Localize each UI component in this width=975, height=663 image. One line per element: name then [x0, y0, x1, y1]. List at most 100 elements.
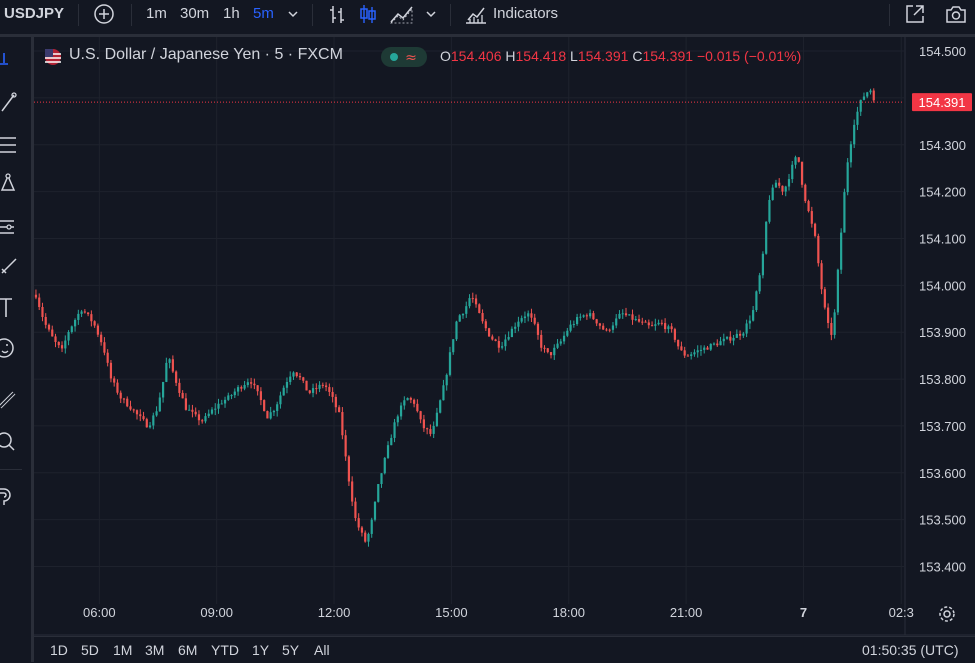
pattern-icon[interactable] [0, 172, 26, 198]
candles-icon[interactable] [357, 3, 379, 31]
trendline-icon[interactable] [0, 89, 26, 115]
candle-body [96, 325, 99, 335]
range-all[interactable]: All [314, 642, 330, 658]
price-chart[interactable]: 154.500154.400154.300154.200154.100154.0… [34, 37, 975, 662]
drawing-toolbar [0, 37, 34, 662]
candle-body [641, 321, 644, 323]
text-icon[interactable] [0, 295, 26, 321]
candle-body [520, 318, 523, 322]
candle-body [243, 385, 246, 389]
candle-body [673, 329, 676, 340]
candle-body [90, 314, 93, 322]
candle-body [132, 409, 135, 411]
candle-body [351, 481, 354, 502]
candle-body [77, 313, 80, 320]
settings-icon[interactable] [937, 604, 957, 624]
candle-body [856, 111, 859, 125]
chevron-down-icon[interactable] [287, 8, 299, 36]
range-5d[interactable]: 5D [81, 642, 99, 658]
divider [312, 4, 313, 26]
candle-body [54, 336, 57, 342]
candles [34, 88, 875, 547]
range-1d[interactable]: 1D [50, 642, 68, 658]
interval-1h[interactable]: 1h [223, 5, 240, 22]
candle-body [804, 184, 807, 202]
area-icon[interactable] [389, 3, 415, 31]
high-key: H [505, 48, 516, 64]
market-status-icon[interactable]: ≈ [381, 47, 427, 67]
candle-body [217, 403, 220, 409]
clock[interactable]: 01:50:35 (UTC) [862, 642, 959, 658]
magnet-icon[interactable] [0, 483, 26, 509]
range-3m[interactable]: 3M [145, 642, 165, 658]
candle-body [491, 336, 494, 340]
candle-body [347, 456, 351, 482]
forecast-icon[interactable] [0, 213, 26, 239]
candle-body [494, 339, 497, 341]
candle-body [725, 336, 729, 339]
candle-body [413, 399, 416, 404]
interval-1m[interactable]: 1m [146, 5, 167, 22]
close-value: 154.391 [642, 48, 694, 64]
range-1y[interactable]: 1Y [252, 642, 270, 658]
candle-body [719, 341, 722, 346]
candle-body [204, 416, 207, 422]
range-ytd[interactable]: YTD [211, 642, 239, 658]
candle-body [827, 307, 830, 323]
candle-body [670, 326, 673, 330]
candle-body [742, 333, 745, 336]
candle-body [334, 396, 337, 408]
candle-body [126, 398, 129, 407]
ruler-icon[interactable] [0, 387, 26, 413]
divider [131, 4, 132, 26]
symbol-search[interactable]: USDJPY [4, 5, 65, 22]
crosshair-icon[interactable] [0, 51, 26, 77]
indicators-button[interactable]: Indicators [493, 5, 559, 22]
range-6m[interactable]: 6M [178, 642, 198, 658]
range-1m[interactable]: 1M [113, 642, 133, 658]
chart-grid [34, 37, 975, 662]
expand-icon[interactable] [904, 3, 926, 31]
legend-title[interactable]: U.S. Dollar / Japanese Yen · 5 · FXCM [69, 46, 343, 63]
emoji-icon[interactable] [0, 335, 26, 361]
candle-body [250, 382, 253, 384]
candle-body [686, 355, 690, 357]
time-tick-label: 21:00 [670, 605, 703, 620]
fib-icon[interactable] [0, 132, 26, 158]
candle-body [51, 329, 54, 337]
candle-body [514, 326, 517, 329]
candle-body [598, 323, 602, 326]
indicators-icon[interactable] [464, 3, 488, 31]
candle-body [171, 359, 174, 372]
time-tick-label: 06:00 [83, 605, 116, 620]
bars-icon[interactable] [326, 3, 348, 31]
candle-body [800, 161, 804, 185]
candle-body [501, 346, 504, 348]
plus-circle-icon[interactable] [93, 3, 115, 31]
interval-5m[interactable]: 5m [253, 5, 274, 22]
candle-body [158, 397, 161, 412]
range-5y[interactable]: 5Y [282, 642, 300, 658]
candle-body [797, 157, 800, 162]
candle-body [295, 372, 298, 377]
time-axis: 06:00 09:00 12:00 15:00 18:00 21:00 7 02:3 [83, 605, 914, 620]
candle-body [236, 387, 240, 392]
candle-body [752, 310, 755, 321]
brush-icon[interactable] [0, 253, 26, 279]
candle-body [435, 412, 439, 426]
candle-body [223, 399, 227, 404]
candle-body [83, 311, 86, 313]
chevron-down-icon[interactable] [425, 8, 437, 36]
candle-body [556, 343, 559, 348]
candle-body [517, 321, 520, 327]
candle-body [276, 404, 279, 411]
time-tick-label: 09:00 [200, 605, 233, 620]
candle-body [755, 291, 758, 311]
zoom-icon[interactable] [0, 429, 26, 455]
last-price-badge [912, 93, 972, 112]
divider [889, 4, 890, 26]
price-tick-label: 153.800 [919, 372, 966, 387]
interval-30m[interactable]: 30m [180, 5, 210, 22]
camera-icon[interactable] [944, 3, 968, 31]
candle-body [540, 334, 543, 348]
